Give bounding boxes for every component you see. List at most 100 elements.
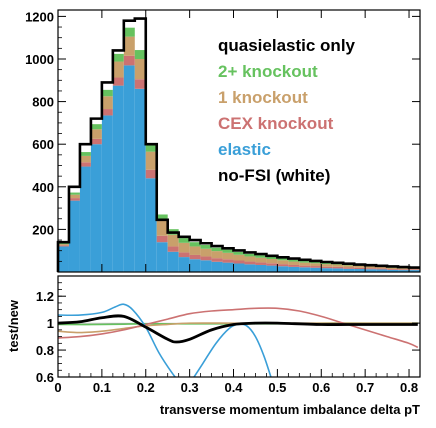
- bar-cex-knockout: [167, 246, 179, 252]
- bottom-frame: [57, 275, 421, 378]
- bar-elastic: [277, 266, 289, 272]
- bar-2-knockout: [288, 259, 300, 262]
- bar-elastic: [387, 269, 399, 272]
- bar-elastic: [211, 261, 223, 272]
- bar-1-knockout: [266, 259, 278, 264]
- bar-cex-knockout: [277, 264, 289, 267]
- bar-elastic: [255, 264, 267, 272]
- bar-elastic: [167, 251, 179, 272]
- bar-elastic: [101, 115, 113, 272]
- bar-2-knockout: [123, 27, 135, 37]
- bar-elastic: [321, 268, 333, 272]
- bar-elastic: [409, 270, 420, 272]
- bar-2-knockout: [255, 255, 267, 258]
- ratio-line-cex-knockout: [58, 307, 419, 349]
- bar-1-knockout: [156, 220, 168, 236]
- bar-2-knockout: [68, 192, 80, 195]
- ratio-line-elastic: [58, 303, 177, 377]
- bar-1-knockout: [299, 262, 311, 266]
- bar-2-knockout: [277, 258, 289, 261]
- y-tick-label: 200: [32, 222, 54, 237]
- ratio-y-tick-label: 0.8: [36, 343, 54, 358]
- bar-cex-knockout: [101, 109, 113, 116]
- ratio-y-tick-label: 0.6: [36, 370, 54, 385]
- bar-2-knockout: [211, 247, 223, 252]
- bar-1-knockout: [343, 265, 355, 268]
- bar-elastic: [79, 166, 91, 272]
- bar-2-knockout: [244, 253, 256, 257]
- bar-1-knockout: [90, 129, 102, 139]
- bar-cex-knockout: [299, 265, 311, 268]
- bar-cex-knockout: [321, 266, 333, 269]
- ratio-y-tick-label: 1.2: [36, 289, 54, 304]
- bar-1-knockout: [178, 242, 190, 253]
- bar-cex-knockout: [255, 262, 267, 265]
- bar-2-knockout: [321, 262, 333, 265]
- bar-elastic: [266, 265, 278, 272]
- bar-2-knockout: [145, 143, 157, 152]
- x-tick-label: 0: [54, 380, 61, 395]
- bar-cex-knockout: [266, 263, 278, 266]
- y-tick-label: 600: [32, 137, 54, 152]
- legend-item-quasielastic-only: quasielastic only: [218, 36, 356, 55]
- bar-2-knockout: [189, 242, 201, 247]
- x-tick-label: 0.7: [356, 380, 374, 395]
- bar-2-knockout: [266, 256, 278, 260]
- bar-elastic: [145, 178, 157, 272]
- x-tick-label: 0.3: [181, 380, 199, 395]
- bottom-y-axis: 0.6 0.8 1 1.2: [36, 282, 420, 385]
- ratio-line-quasielastic-only: [58, 314, 418, 344]
- ratio-lines: [58, 303, 420, 377]
- legend-item-2-knockout: 2+ knockout: [218, 62, 318, 81]
- legend: quasielastic only 2+ knockout 1 knockout CE…: [218, 36, 356, 185]
- bar-elastic: [156, 242, 168, 272]
- bar-2-knockout: [58, 243, 69, 245]
- no-fsi-white-outline: [57, 17, 420, 272]
- bar-1-knockout: [332, 264, 344, 267]
- bar-2-knockout: [90, 124, 102, 130]
- bar-1-knockout: [310, 263, 322, 267]
- bar-1-knockout: [79, 155, 91, 163]
- bar-cex-knockout: [288, 264, 300, 267]
- bar-1-knockout: [58, 244, 69, 246]
- legend-item-no-fsi-white: no-FSI (white): [218, 166, 330, 185]
- bar-1-knockout: [277, 260, 289, 265]
- bar-1-knockout: [123, 36, 135, 56]
- bar-elastic: [134, 88, 146, 272]
- bar-elastic: [299, 267, 311, 272]
- x-tick-label: 0.8: [400, 380, 418, 395]
- x-axis-title: transverse momentum imbalance delta pT: [160, 402, 420, 417]
- bar-cex-knockout: [79, 162, 91, 167]
- y-tick-label: 1000: [25, 52, 54, 67]
- bar-cex-knockout: [68, 198, 80, 201]
- bar-elastic: [343, 268, 355, 272]
- bar-elastic: [398, 270, 410, 272]
- bar-elastic: [178, 257, 190, 272]
- bar-cex-knockout: [354, 267, 366, 270]
- bar-cex-knockout: [233, 260, 245, 264]
- y-axis-title: test/new: [6, 299, 21, 352]
- bar-1-knockout: [288, 261, 300, 265]
- bar-cex-knockout: [310, 266, 322, 268]
- bar-2-knockout: [200, 244, 212, 249]
- ratio-y-tick-label: 1: [47, 316, 54, 331]
- bar-elastic: [68, 200, 80, 272]
- legend-item-elastic: elastic: [218, 140, 271, 159]
- bar-cex-knockout: [343, 267, 355, 269]
- bar-1-knockout: [68, 194, 80, 199]
- bottom-plot-area: [58, 276, 420, 377]
- bottom-panel: 0.6 0.8 1 1.2 0 0.1 0.2 0.3 0.4 0.5 0.6 0.7 0.8 tes…: [6, 275, 421, 417]
- bar-elastic: [233, 263, 245, 272]
- bar-1-knockout: [387, 267, 399, 270]
- bar-cex-knockout: [409, 269, 420, 271]
- legend-item-1-knockout: 1 knockout: [218, 88, 308, 107]
- bar-1-knockout: [244, 256, 256, 262]
- bar-cex-knockout: [189, 254, 201, 260]
- bar-1-knockout: [101, 96, 113, 110]
- bar-elastic: [354, 269, 366, 272]
- bottom-x-axis: 0 0.1 0.2 0.3 0.4 0.5 0.6 0.7 0.8: [54, 369, 418, 395]
- bar-cex-knockout: [365, 268, 377, 270]
- bar-cex-knockout: [200, 256, 212, 261]
- x-tick-label: 0.4: [224, 380, 243, 395]
